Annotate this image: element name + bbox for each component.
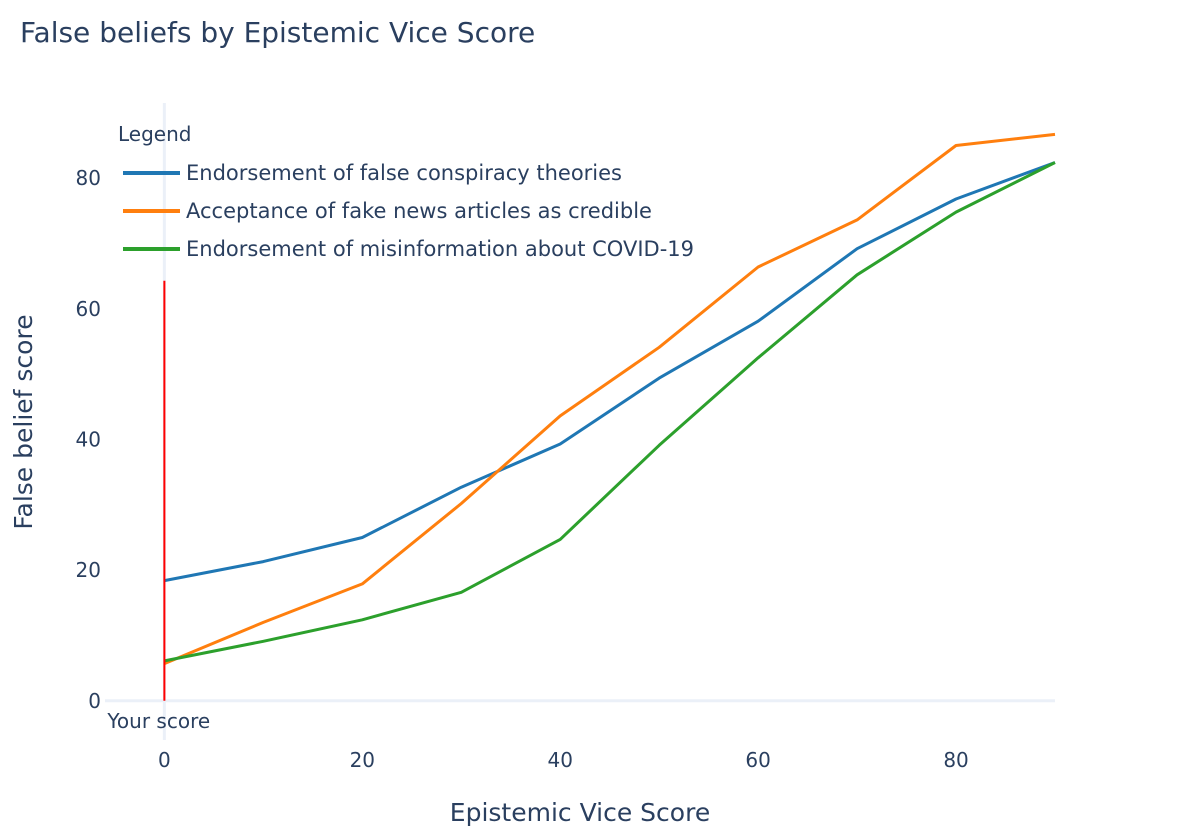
x-tick-label: 0 xyxy=(158,748,171,772)
legend-title: Legend xyxy=(118,122,191,146)
y-axis-title: False belief score xyxy=(9,314,38,529)
legend-label: Acceptance of fake news articles as cred… xyxy=(186,199,652,223)
chart-title: False beliefs by Epistemic Vice Score xyxy=(20,16,535,49)
legend[interactable]: Legend Endorsement of false conspiracy t… xyxy=(118,122,694,261)
x-tick-label: 80 xyxy=(943,748,968,772)
legend-label: Endorsement of false conspiracy theories xyxy=(186,161,622,185)
y-tick-label: 40 xyxy=(76,427,101,451)
legend-item-3[interactable]: Endorsement of misinformation about COVI… xyxy=(123,237,694,261)
y-tick-label: 20 xyxy=(76,558,101,582)
series-line-3[interactable] xyxy=(164,161,1056,663)
legend-label: Endorsement of misinformation about COVI… xyxy=(186,237,694,261)
your-score-label: Your score xyxy=(106,709,210,733)
y-tick-label: 0 xyxy=(88,689,101,713)
legend-item-2[interactable]: Acceptance of fake news articles as cred… xyxy=(123,199,652,223)
y-axis-ticks: 0 20 40 60 80 xyxy=(76,166,101,713)
x-axis-ticks: 0 20 40 60 80 xyxy=(158,748,969,772)
x-tick-label: 40 xyxy=(547,748,572,772)
y-tick-label: 60 xyxy=(76,297,101,321)
series-lines xyxy=(163,132,1056,665)
x-tick-label: 60 xyxy=(745,748,770,772)
x-tick-label: 20 xyxy=(350,748,375,772)
series-line-1[interactable] xyxy=(164,161,1056,583)
x-axis-title: Epistemic Vice Score xyxy=(450,798,710,827)
y-tick-label: 80 xyxy=(76,166,101,190)
legend-item-1[interactable]: Endorsement of false conspiracy theories xyxy=(123,161,622,185)
series-line-2[interactable] xyxy=(163,132,1056,665)
